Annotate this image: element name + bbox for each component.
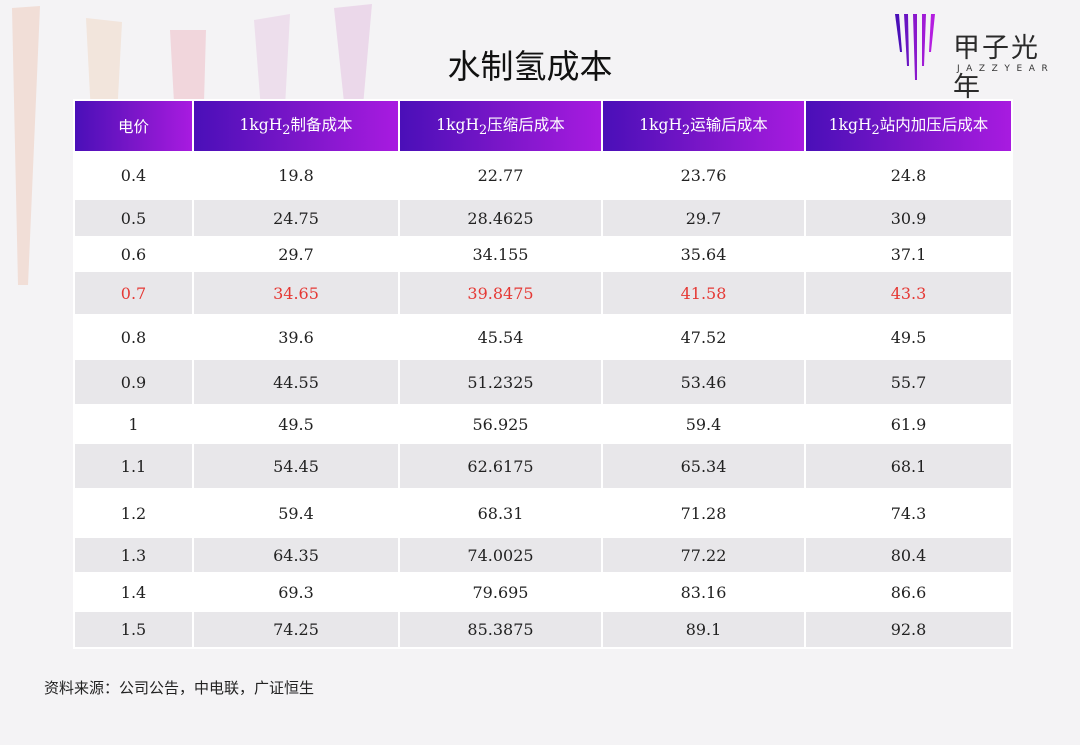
cell-transport-cost: 35.64 (601, 236, 806, 272)
cell-transport-cost: 53.46 (601, 358, 806, 406)
cell-price: 0.8 (73, 314, 194, 360)
cell-price: 0.9 (73, 358, 194, 406)
cell-compressed-cost: 39.8475 (398, 270, 603, 316)
cell-transport-cost: 71.28 (601, 488, 806, 538)
table-row-highlighted: 0.7 34.65 39.8475 41.58 43.3 (73, 270, 1013, 316)
cell-compressed-cost: 34.155 (398, 236, 603, 272)
cell-compressed-cost: 74.0025 (398, 536, 603, 574)
cell-compressed-cost: 68.31 (398, 488, 603, 538)
table-row: 0.8 39.6 45.54 47.52 49.5 (73, 314, 1013, 360)
cell-transport-cost: 29.7 (601, 198, 806, 238)
col-header-production-cost: 1kgH2制备成本 (192, 99, 400, 153)
cell-compressed-cost: 85.3875 (398, 610, 603, 649)
cell-station-cost: 43.3 (804, 270, 1013, 316)
table-row: 0.4 19.8 22.77 23.76 24.8 (73, 151, 1013, 200)
cell-station-cost: 86.6 (804, 572, 1013, 612)
cell-production-cost: 39.6 (192, 314, 400, 360)
cell-production-cost: 69.3 (192, 572, 400, 612)
cell-price: 1.2 (73, 488, 194, 538)
cell-transport-cost: 77.22 (601, 536, 806, 574)
cell-production-cost: 74.25 (192, 610, 400, 649)
cell-station-cost: 68.1 (804, 442, 1013, 490)
cell-production-cost: 24.75 (192, 198, 400, 238)
cell-station-cost: 74.3 (804, 488, 1013, 538)
cell-station-cost: 37.1 (804, 236, 1013, 272)
cell-production-cost: 19.8 (192, 151, 400, 200)
brand-name-en: JAZZYEAR (957, 64, 1055, 74)
brand-name-cn: 甲子光年 (953, 33, 1040, 103)
cell-transport-cost: 89.1 (601, 610, 806, 649)
cell-production-cost: 29.7 (192, 236, 400, 272)
cell-price: 0.7 (73, 270, 194, 316)
cell-compressed-cost: 45.54 (398, 314, 603, 360)
cell-price: 0.6 (73, 236, 194, 272)
logo-mark-icon (895, 14, 935, 80)
col-header-transport-cost: 1kgH2运输后成本 (601, 99, 806, 153)
table-row: 1.2 59.4 68.31 71.28 74.3 (73, 488, 1013, 538)
cell-transport-cost: 65.34 (601, 442, 806, 490)
cell-station-cost: 61.9 (804, 404, 1013, 444)
cell-price: 0.4 (73, 151, 194, 200)
cell-compressed-cost: 51.2325 (398, 358, 603, 406)
cell-price: 1.3 (73, 536, 194, 574)
cell-compressed-cost: 56.925 (398, 404, 603, 444)
cell-station-cost: 24.8 (804, 151, 1013, 200)
cell-transport-cost: 83.16 (601, 572, 806, 612)
cell-compressed-cost: 28.4625 (398, 198, 603, 238)
col-header-price: 电价 (73, 99, 194, 153)
cell-transport-cost: 47.52 (601, 314, 806, 360)
source-note: 资料来源：公司公告，中电联，广证恒生 (44, 679, 315, 697)
cell-station-cost: 49.5 (804, 314, 1013, 360)
cell-production-cost: 49.5 (192, 404, 400, 444)
table-row: 1.5 74.25 85.3875 89.1 92.8 (73, 610, 1013, 649)
cell-production-cost: 64.35 (192, 536, 400, 574)
cell-price: 0.5 (73, 198, 194, 238)
table-row: 0.9 44.55 51.2325 53.46 55.7 (73, 358, 1013, 406)
cell-price: 1.1 (73, 442, 194, 490)
cell-production-cost: 59.4 (192, 488, 400, 538)
cell-station-cost: 30.9 (804, 198, 1013, 238)
cell-transport-cost: 41.58 (601, 270, 806, 316)
cost-table: 电价 1kgH2制备成本 1kgH2压缩后成本 1kgH2运输后成本 1kgH2… (73, 99, 1013, 649)
cell-production-cost: 54.45 (192, 442, 400, 490)
cell-compressed-cost: 62.6175 (398, 442, 603, 490)
table-row: 1.4 69.3 79.695 83.16 86.6 (73, 572, 1013, 612)
table-row: 1.1 54.45 62.6175 65.34 68.1 (73, 442, 1013, 490)
col-header-station-cost: 1kgH2站内加压后成本 (804, 99, 1013, 153)
cell-production-cost: 44.55 (192, 358, 400, 406)
cell-transport-cost: 59.4 (601, 404, 806, 444)
cell-production-cost: 34.65 (192, 270, 400, 316)
page-title: 水制氢成本 (447, 47, 613, 86)
table-row: 0.6 29.7 34.155 35.64 37.1 (73, 236, 1013, 272)
cell-station-cost: 80.4 (804, 536, 1013, 574)
cell-transport-cost: 23.76 (601, 151, 806, 200)
cell-price: 1 (73, 404, 194, 444)
table-row: 1.3 64.35 74.0025 77.22 80.4 (73, 536, 1013, 574)
cell-compressed-cost: 22.77 (398, 151, 603, 200)
table-row: 0.5 24.75 28.4625 29.7 30.9 (73, 198, 1013, 238)
cell-compressed-cost: 79.695 (398, 572, 603, 612)
table-row: 1 49.5 56.925 59.4 61.9 (73, 404, 1013, 444)
brand-logo: 甲子光年 JAZZYEAR (893, 12, 1068, 103)
header-row: 电价 1kgH2制备成本 1kgH2压缩后成本 1kgH2运输后成本 1kgH2… (73, 99, 1013, 153)
cell-station-cost: 55.7 (804, 358, 1013, 406)
col-header-compressed-cost: 1kgH2压缩后成本 (398, 99, 603, 153)
cell-price: 1.4 (73, 572, 194, 612)
cell-price: 1.5 (73, 610, 194, 649)
cell-station-cost: 92.8 (804, 610, 1013, 649)
